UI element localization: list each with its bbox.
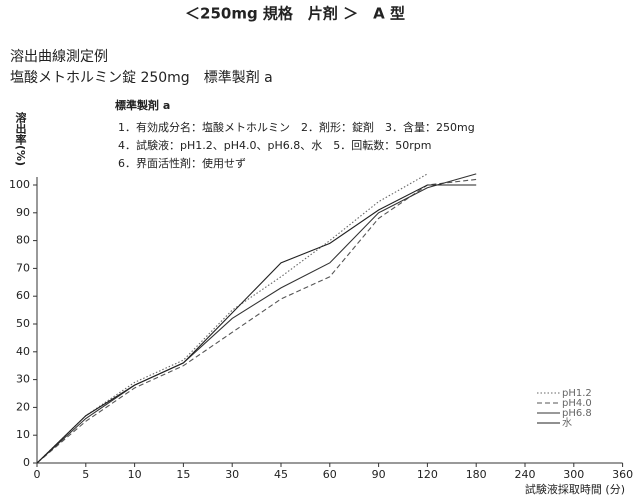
y-tick-label: 10 xyxy=(16,428,30,441)
subtitle: 溶出曲線測定例 xyxy=(10,49,108,65)
x-tick-label: 10 xyxy=(128,468,142,481)
legend-label: pH6.8 xyxy=(562,408,592,419)
y-tick-label: 50 xyxy=(16,317,30,330)
legend-label: pH4.0 xyxy=(562,398,592,409)
x-tick-label: 240 xyxy=(515,468,536,481)
x-tick-label: 15 xyxy=(176,468,190,481)
y-tick-label: 30 xyxy=(16,373,30,386)
legend-label: pH1.2 xyxy=(562,388,592,399)
x-tick-label: 180 xyxy=(466,468,487,481)
x-tick-label: 45 xyxy=(274,468,288,481)
y-tick-label: 40 xyxy=(16,345,30,358)
x-axis-label: 試験液採取時間 (分) xyxy=(525,482,625,496)
x-tick-label: 60 xyxy=(323,468,337,481)
subtitle: 塩酸メトホルミン錠 250mg 標準製剤 a xyxy=(10,70,273,86)
y-tick-label: 80 xyxy=(16,234,30,247)
x-tick-label: 90 xyxy=(372,468,386,481)
series-line xyxy=(36,184,477,464)
y-tick-label: 0 xyxy=(23,456,30,469)
x-tick-label: 0 xyxy=(34,468,41,481)
y-tick-label: 60 xyxy=(16,289,30,302)
x-tick-label: 360 xyxy=(612,468,633,481)
x-tick-label: 300 xyxy=(563,468,584,481)
series-line xyxy=(36,173,477,464)
annotation: 標準製剤 a xyxy=(115,98,170,112)
chart-title: ＜250mg 規格 片剤 ＞ A 型 xyxy=(185,5,405,23)
x-tick-label: 120 xyxy=(417,468,438,481)
annotation: 6．界面活性剤：使用せず xyxy=(118,156,246,170)
series-line xyxy=(36,178,477,464)
annotation: 1．有効成分名：塩酸メトホルミン 2．剤形：錠剤 3．含量：250mg xyxy=(118,120,475,134)
y-tick-label: 70 xyxy=(16,261,30,274)
y-tick-label: 20 xyxy=(16,400,30,413)
annotation: 4．試験液：pH1.2、pH4.0、pH6.8、水 5．回転数：50rpm xyxy=(118,138,431,152)
y-tick-label: 100 xyxy=(9,178,30,191)
x-tick-label: 5 xyxy=(82,468,89,481)
y-axis-label: 溶出率(%) xyxy=(14,111,27,166)
x-tick-label: 30 xyxy=(225,468,239,481)
legend-label: 水 xyxy=(562,417,572,429)
series-line xyxy=(36,173,428,464)
y-tick-label: 90 xyxy=(16,206,30,219)
